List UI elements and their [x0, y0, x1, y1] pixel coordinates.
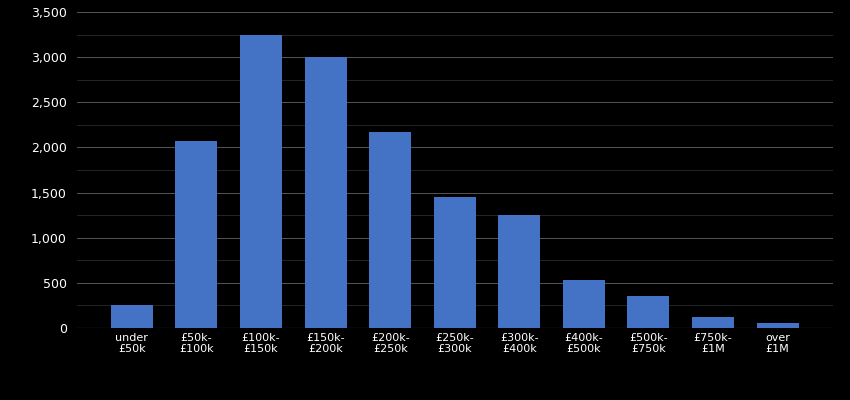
Bar	[110, 306, 153, 328]
Bar	[692, 317, 734, 328]
Bar	[563, 280, 605, 328]
Bar	[240, 34, 282, 328]
Bar	[756, 324, 799, 328]
Bar	[434, 197, 476, 328]
Bar	[369, 132, 411, 328]
Bar	[498, 215, 541, 328]
Bar	[627, 296, 670, 328]
Bar	[304, 57, 347, 328]
Bar	[175, 141, 218, 328]
